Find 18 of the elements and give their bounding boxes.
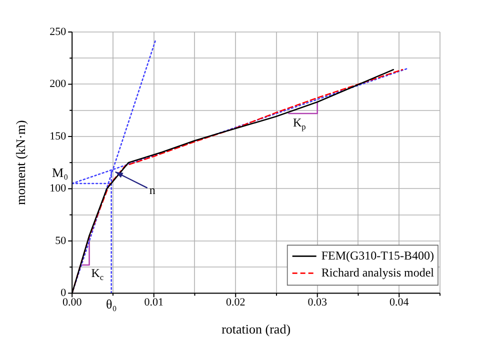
annotation: M₀ (52, 164, 68, 180)
y-tick-label: 250 (50, 26, 67, 38)
y-tick-label: 200 (50, 78, 67, 90)
y-tick-label: 100 (50, 182, 67, 195)
annotation: n (149, 183, 156, 198)
x-tick-label: 0.01 (144, 296, 164, 309)
y-tick-label: 50 (55, 234, 67, 247)
legend-label: Richard analysis model (321, 265, 435, 280)
y-axis-title: moment (kN·m) (13, 120, 28, 206)
annotation: θ₀ (106, 296, 117, 312)
y-tick-label: 0 (60, 287, 67, 300)
x-tick-label: 0.02 (226, 296, 246, 309)
y-tick-label: 150 (50, 130, 67, 142)
x-tick-label: 0.04 (389, 296, 410, 309)
x-tick-label: 0.00 (62, 296, 82, 309)
legend-label: FEM(G310-T15-B400) (321, 248, 434, 262)
x-axis-title: rotation (rad) (222, 322, 291, 337)
x-tick-label: 0.03 (308, 296, 328, 309)
